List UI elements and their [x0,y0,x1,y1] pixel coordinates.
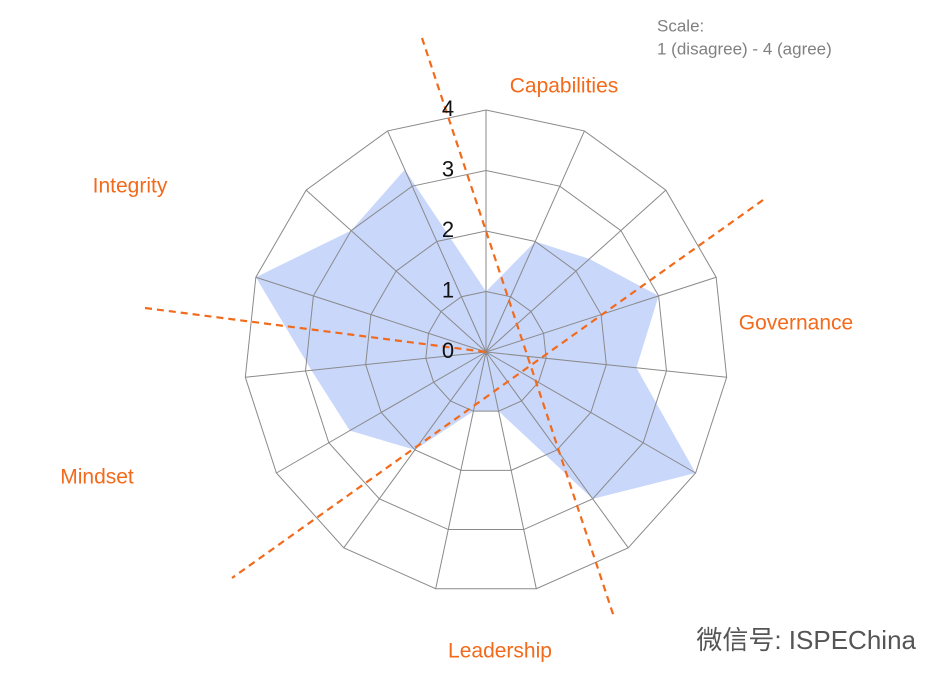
spoke [435,351,487,589]
grid-ring [304,169,668,531]
scale-note: 1 (disagree) - 4 (agree) [657,39,832,58]
spoke [276,351,487,474]
spoke [343,351,487,549]
group-label: Capabilities [510,75,619,98]
divider-lines [144,37,764,618]
group-label: Integrity [93,175,168,198]
r-tick-label: 0 [442,338,454,363]
spoke [485,189,667,353]
spoke [245,351,487,378]
grid-ring [244,109,728,590]
spoke [305,189,487,353]
spoke [485,351,696,474]
data-area [255,169,696,499]
spoke [485,351,629,549]
spoke [387,130,487,353]
group-label: Governance [739,312,853,335]
r-tick-label: 1 [442,277,454,302]
divider-line [420,37,616,618]
group-label: Mindset [60,466,134,489]
grid-ring [365,230,607,471]
r-tick-label: 2 [442,217,454,242]
grid-ring [425,290,547,412]
divider-line [231,199,764,579]
watermark: 微信号: ISPEChina [696,625,916,655]
group-label: Leadership [448,640,552,663]
spoke [255,276,487,353]
r-tick-label: 3 [442,156,454,181]
spoke [485,130,585,353]
r-tick-label: 4 [442,96,454,121]
divider-line [144,306,487,354]
spoke [485,351,727,378]
scale-note: Scale: [657,16,704,35]
